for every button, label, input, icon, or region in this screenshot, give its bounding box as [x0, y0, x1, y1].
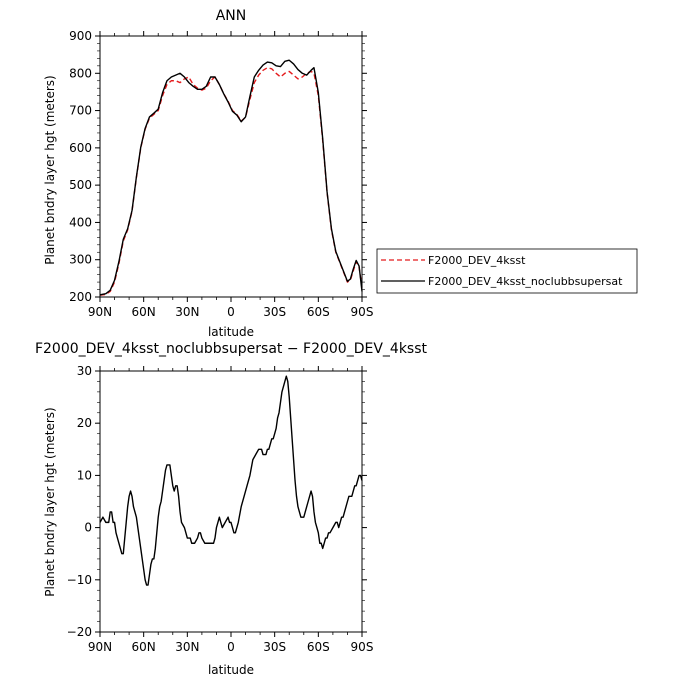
top-panel-ytick-label: 300: [69, 253, 92, 267]
top-panel-xtick-label: 60N: [132, 305, 156, 319]
top-panel-xtick-label: 0: [227, 305, 235, 319]
top-panel-xtick-label: 60S: [307, 305, 330, 319]
bottom-panel-xtick-label: 30S: [263, 640, 286, 654]
legend: F2000_DEV_4ksst F2000_DEV_4ksst_noclubbs…: [376, 248, 638, 294]
top-panel-ylabel: Planet bndry layer hgt (meters): [43, 75, 57, 265]
top-panel-ytick-label: 700: [69, 104, 92, 118]
bottom-panel-xlabel: latitude: [208, 663, 254, 677]
bottom-panel-ytick-label: 0: [84, 521, 92, 535]
top-panel-ytick-label: 800: [69, 66, 92, 80]
top-panel: ANN Planet bndry layer hgt (meters) lati…: [43, 8, 373, 339]
top-panel-series-line-2: [99, 59, 363, 296]
bottom-panel-xtick-label: 60N: [132, 640, 156, 654]
top-panel-xtick-label: 90N: [88, 305, 112, 319]
top-panel-ytick-label: 200: [69, 290, 92, 304]
top-panel-ticks: 90N 60N 30N 0 30S 60S 90S 200 300 400 500 600 700 800…: [69, 29, 373, 319]
bottom-panel-ytick-label: 30: [77, 364, 92, 378]
bottom-panel-xtick-label: 90S: [351, 640, 374, 654]
bottom-panel-ytick-label: 20: [77, 416, 92, 430]
top-panel-series: [99, 59, 363, 296]
bottom-panel-ylabel: Planet bndry layer hgt (meters): [43, 407, 57, 597]
bottom-panel: F2000_DEV_4ksst_noclubbsupersat − F2000_…: [35, 341, 428, 677]
legend-box: [376, 248, 638, 294]
bottom-panel-title: F2000_DEV_4ksst_noclubbsupersat − F2000_…: [35, 341, 428, 357]
top-panel-xtick-label: 30S: [263, 305, 286, 319]
bottom-panel-series-line-1: [99, 375, 363, 586]
bottom-panel-xtick-label: 30N: [175, 640, 199, 654]
top-panel-ytick-label: 500: [69, 178, 92, 192]
top-panel-xtick-label: 30N: [175, 305, 199, 319]
bottom-panel-series: [99, 375, 363, 586]
top-panel-title: ANN: [216, 8, 247, 24]
top-panel-series-line-1: [99, 66, 363, 296]
bottom-panel-ytick-label: −20: [67, 625, 92, 639]
bottom-panel-xtick-label: 0: [227, 640, 235, 654]
bottom-panel-ytick-label: 10: [77, 468, 92, 482]
bottom-panel-xtick-label: 90N: [88, 640, 112, 654]
top-panel-ytick-label: 900: [69, 29, 92, 43]
top-panel-ytick-label: 600: [69, 141, 92, 155]
top-panel-xtick-label: 90S: [351, 305, 374, 319]
top-panel-frame: [99, 35, 363, 298]
top-panel-xlabel: latitude: [208, 325, 254, 339]
top-panel-ytick-label: 400: [69, 215, 92, 229]
legend-label-series-1: F2000_DEV_4ksst: [428, 254, 526, 267]
bottom-panel-ticks: 90N 60N 30N 0 30S 60S 90S −20 −10 0 10 20 30: [67, 364, 374, 654]
legend-label-series-2: F2000_DEV_4ksst_noclubbsupersat: [428, 275, 623, 288]
bottom-panel-ytick-label: −10: [67, 573, 92, 587]
bottom-panel-frame: [99, 370, 363, 633]
bottom-panel-xtick-label: 60S: [307, 640, 330, 654]
